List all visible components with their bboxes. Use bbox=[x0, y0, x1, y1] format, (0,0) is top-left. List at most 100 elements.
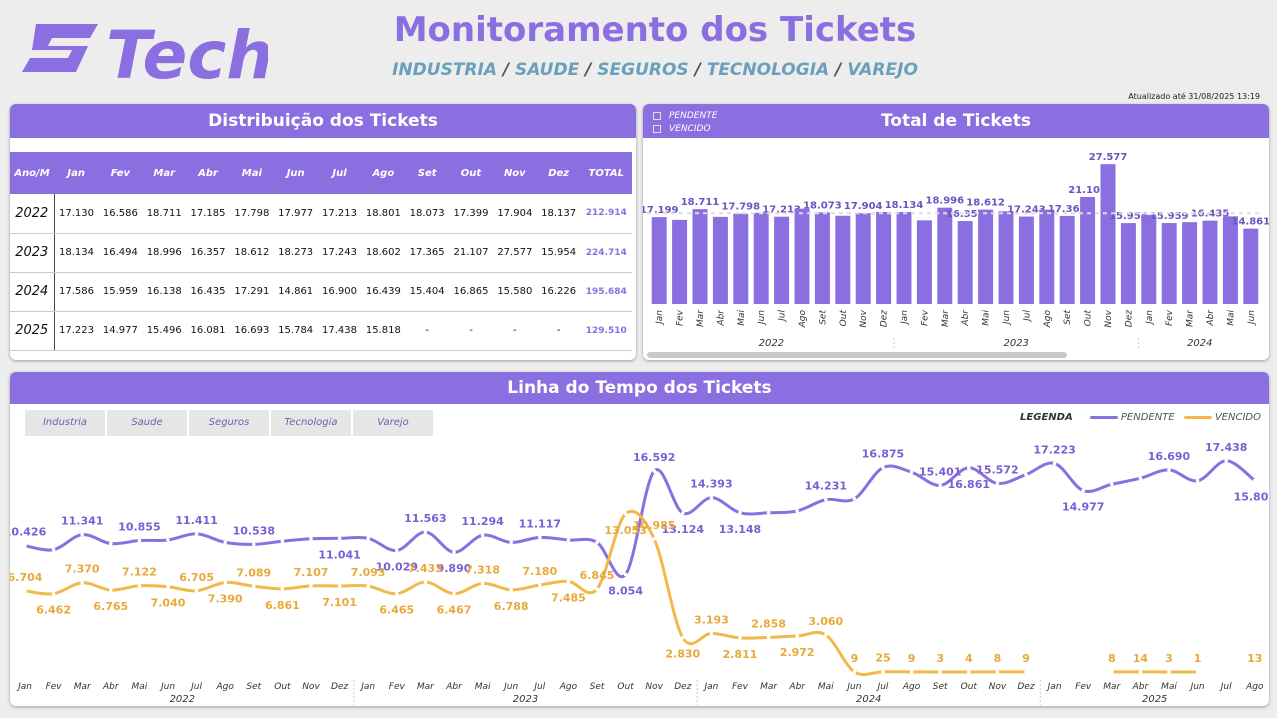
vencido-point bbox=[252, 584, 256, 589]
vencido-label: 7.093 bbox=[351, 566, 386, 579]
pendente-label: 14.231 bbox=[805, 480, 847, 493]
filter-seguros[interactable]: Seguros bbox=[189, 410, 269, 436]
col-header-total: TOTAL bbox=[588, 167, 625, 179]
table-cell: 18.073 bbox=[405, 194, 450, 234]
table-cell: 18.612 bbox=[229, 233, 274, 273]
pendente-label: 16.861 bbox=[948, 478, 990, 491]
table-cell: 15.959 bbox=[98, 272, 143, 312]
table-cell: 17.438 bbox=[317, 311, 362, 351]
pendente-point bbox=[881, 465, 885, 470]
table-cell: 16.357 bbox=[186, 233, 230, 273]
x-tick-label: Set bbox=[818, 310, 828, 325]
x-tick-label: Jun bbox=[159, 682, 175, 692]
pendente-point bbox=[1110, 482, 1114, 487]
pendente-point bbox=[109, 541, 113, 546]
x-tick-label: Jun bbox=[757, 310, 767, 326]
bar-label: 14.861 bbox=[1232, 217, 1269, 228]
pendente-label: 17.438 bbox=[1205, 441, 1247, 454]
pendente-point bbox=[280, 539, 285, 543]
x-tick-label: Fev bbox=[676, 309, 686, 326]
x-tick-label: Dez bbox=[674, 682, 691, 692]
table-cell: 17.904 bbox=[492, 194, 537, 234]
distribution-title: Distribuição dos Tickets bbox=[10, 104, 636, 138]
table-cell: 16.435 bbox=[186, 272, 230, 312]
x-tick-label: Ago bbox=[1245, 682, 1264, 692]
table-cell: 16.226 bbox=[536, 272, 581, 312]
total-tickets-panel: Total de Tickets PENDENTE VENCIDO 17.199… bbox=[643, 104, 1269, 360]
table-cell: 14.977 bbox=[98, 311, 143, 351]
pendente-point bbox=[1052, 461, 1057, 466]
vencido-label: 9 bbox=[851, 652, 859, 665]
table-cell: 15.580 bbox=[492, 272, 537, 312]
filter-industria[interactable]: Industria bbox=[25, 410, 105, 436]
x-tick-label: Abr bbox=[1132, 682, 1150, 692]
pendente-point bbox=[967, 465, 971, 470]
chart-scrollbar[interactable] bbox=[647, 352, 1067, 358]
col-header: Jul bbox=[332, 167, 347, 179]
table-cell: 18.137 bbox=[536, 194, 581, 234]
table-cell: 16.865 bbox=[449, 272, 493, 312]
vencido-label: 6.465 bbox=[379, 604, 414, 617]
x-tick-label: Mar bbox=[760, 682, 778, 692]
sector-list: INDUSTRIA / SAUDE / SEGUROS / TECNOLOGIA… bbox=[392, 60, 918, 80]
col-header: Mar bbox=[153, 167, 176, 179]
table-cell: 16.900 bbox=[317, 272, 362, 312]
legend-vencido[interactable]: VENCIDO bbox=[653, 123, 717, 136]
pendente-point bbox=[23, 543, 27, 548]
pendente-label: 14.977 bbox=[1062, 501, 1104, 514]
vencido-label: 6.861 bbox=[265, 599, 300, 612]
vencido-point bbox=[852, 670, 857, 674]
table-cell: 14.861 bbox=[273, 272, 318, 312]
bar bbox=[1222, 216, 1238, 304]
pendente-label: 10.029 bbox=[376, 561, 418, 574]
legend-vencido-label: VENCIDO bbox=[1214, 412, 1261, 423]
vencido-point bbox=[166, 584, 170, 589]
pendente-point bbox=[51, 547, 56, 552]
vencido-label: 3.060 bbox=[808, 615, 843, 628]
legend-pendente[interactable]: PENDENTE bbox=[653, 110, 717, 123]
pendente-point bbox=[595, 540, 599, 545]
total-tickets-title: Total de Tickets bbox=[643, 104, 1269, 138]
vencido-point bbox=[681, 635, 685, 640]
x-tick-label: Nov bbox=[859, 309, 869, 327]
vencido-point bbox=[1138, 670, 1143, 674]
timeline-legend: LEGENDA PENDENTE VENCIDO bbox=[1020, 412, 1261, 423]
table-cell: 17.130 bbox=[54, 194, 99, 234]
timeline-title: Linha do Tempo dos Tickets bbox=[10, 372, 1269, 404]
bar bbox=[1202, 220, 1218, 304]
table-cell: 17.185 bbox=[186, 194, 230, 234]
vencido-label: 7.101 bbox=[322, 596, 357, 609]
pendente-point bbox=[1138, 476, 1143, 481]
bar bbox=[1243, 228, 1259, 304]
filter-varejo[interactable]: Varejo bbox=[353, 410, 433, 436]
x-tick-label: Out bbox=[839, 310, 849, 327]
bar-label: 17.243 bbox=[1007, 205, 1046, 216]
x-tick-label: Fev bbox=[920, 309, 930, 326]
table-cell: 15.496 bbox=[142, 311, 187, 351]
vencido-label: 3 bbox=[936, 652, 944, 665]
legend-pendente-line bbox=[1089, 415, 1118, 419]
pendente-point bbox=[652, 469, 656, 473]
table-cell: 15.818 bbox=[361, 311, 406, 351]
col-header: Nov bbox=[503, 167, 526, 179]
table-cell: 17.399 bbox=[449, 194, 493, 234]
timeline-panel: Linha do Tempo dos Tickets Industria Sau… bbox=[10, 372, 1269, 706]
vencido-point bbox=[623, 512, 628, 516]
bar bbox=[692, 209, 708, 304]
vencido-label: 6.467 bbox=[437, 604, 472, 617]
table-cell: 17.977 bbox=[273, 194, 318, 234]
row-year: 2022 bbox=[10, 194, 55, 234]
filter-saude[interactable]: Saude bbox=[107, 410, 187, 436]
vencido-point bbox=[51, 591, 56, 596]
bar bbox=[1141, 214, 1157, 304]
vencido-label: 7.370 bbox=[65, 563, 100, 576]
sector-industria: INDUSTRIA bbox=[392, 60, 497, 80]
x-tick-label: Abr bbox=[445, 682, 463, 692]
filter-tecnologia[interactable]: Tecnologia bbox=[271, 410, 351, 436]
table-cell: 16.081 bbox=[186, 311, 230, 351]
vencido-label: 14 bbox=[1133, 652, 1149, 665]
year-group-label: 2023 bbox=[513, 694, 538, 705]
vencido-point bbox=[1253, 670, 1257, 674]
bar bbox=[774, 216, 790, 304]
bar bbox=[937, 207, 953, 304]
